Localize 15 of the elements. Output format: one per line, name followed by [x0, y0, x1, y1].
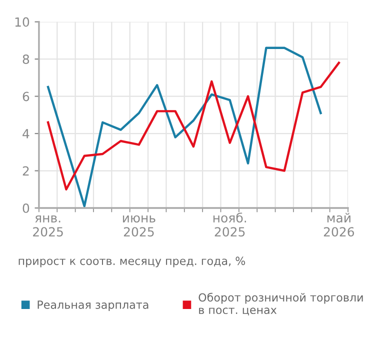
line-series — [46, 62, 340, 190]
y-tick-label: 8 — [22, 54, 30, 64]
legend-label: Реальная зарплата — [38, 300, 148, 312]
y-tick-label: 4 — [22, 129, 30, 138]
y-tick-label: 0 — [22, 203, 30, 213]
text: прирост к соотв. месяцу пред. года, % — [18, 256, 246, 268]
x-tick-label: янв. 2025 — [33, 216, 63, 237]
y-tick-label: 6 — [22, 92, 30, 102]
line-series — [46, 46, 322, 208]
y-tick-label: 10 — [15, 17, 30, 27]
x-tick-label: май 2026 — [324, 212, 354, 237]
y-tick-label: 2 — [22, 166, 29, 176]
legend-label: Оборот розничной торговли в пост. ценах — [198, 292, 363, 316]
x-tick-label: нояб. 2025 — [213, 212, 246, 237]
x-tick-label: июнь 2025 — [122, 215, 156, 237]
